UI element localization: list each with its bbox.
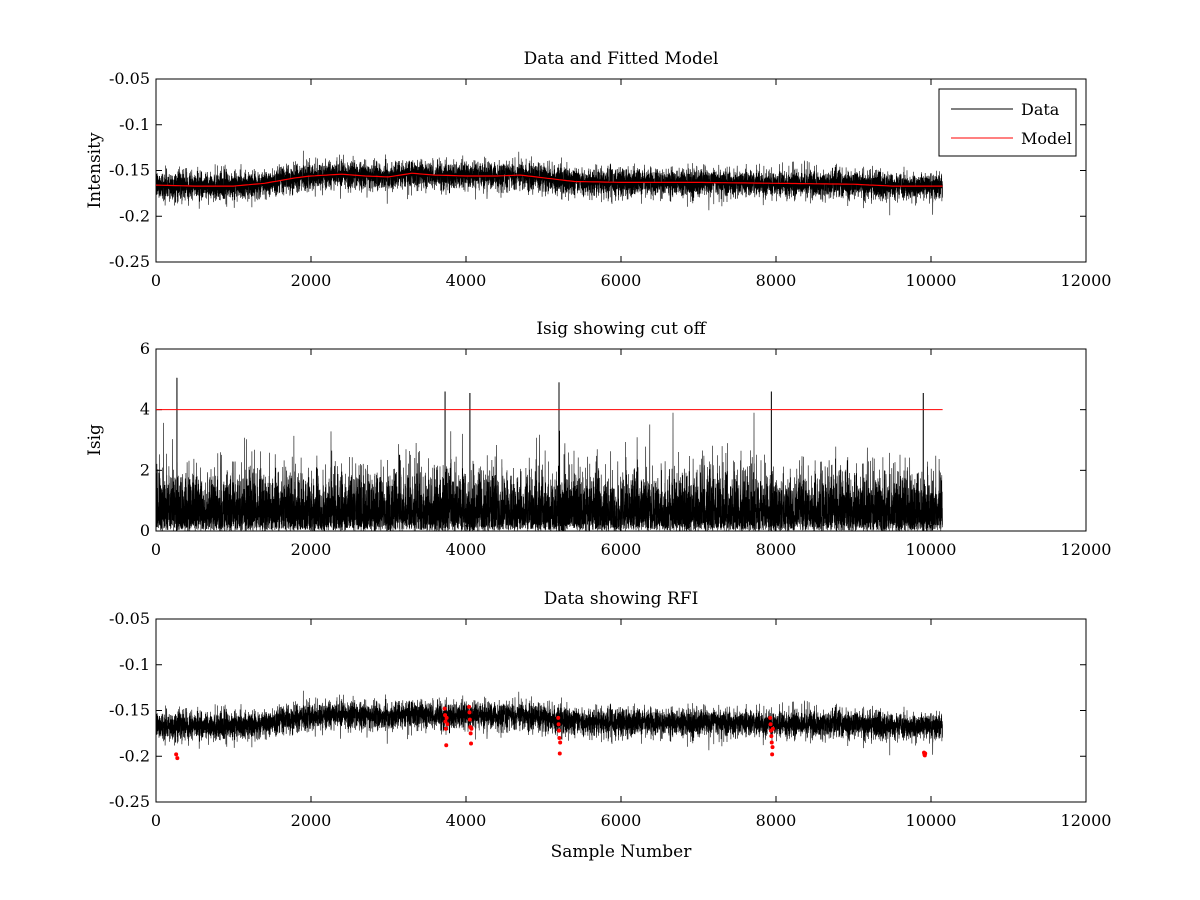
- xtick-label: 4000: [446, 540, 487, 559]
- rfi-point: [556, 722, 561, 727]
- ytick-label: -0.25: [109, 792, 150, 811]
- rfi-point: [469, 726, 474, 731]
- rfi-point: [770, 726, 775, 731]
- xtick-label: 2000: [291, 540, 332, 559]
- ytick-label: -0.05: [109, 609, 150, 628]
- ytick-label: -0.15: [109, 701, 150, 720]
- xtick-label: 10000: [906, 540, 957, 559]
- rfi-point: [444, 743, 449, 748]
- rfi-point: [769, 734, 774, 739]
- rfi-point: [469, 741, 474, 746]
- xtick-label: 8000: [756, 811, 797, 830]
- xtick-label: 6000: [601, 540, 642, 559]
- ytick-label: -0.25: [109, 252, 150, 271]
- xtick-label: 2000: [291, 811, 332, 830]
- ytick-label: 0: [140, 521, 150, 540]
- xtick-label: 12000: [1061, 811, 1112, 830]
- ytick-label: 4: [140, 400, 150, 419]
- xtick-label: 10000: [906, 271, 957, 290]
- legend-label-model: Model: [1021, 129, 1072, 148]
- rfi-point: [442, 706, 447, 711]
- ytick-label: -0.2: [119, 746, 150, 765]
- rfi-point: [443, 726, 448, 731]
- ylabel-top: Intensity: [85, 132, 105, 208]
- ytick-label: -0.2: [119, 206, 150, 225]
- xtick-label: 4000: [446, 811, 487, 830]
- rfi-point: [468, 731, 473, 736]
- ytick-label: -0.1: [119, 115, 150, 134]
- series-isig-line: [156, 377, 943, 531]
- xtick-label: 6000: [601, 271, 642, 290]
- xlabel-bottom: Sample Number: [551, 842, 693, 862]
- xtick-label: 10000: [906, 811, 957, 830]
- rfi-point: [770, 752, 775, 757]
- rfi-point: [768, 715, 773, 720]
- axes-middle: 0 2000 4000 6000 8000 10000 12000 0 2 4 6 Isig show…: [85, 319, 1111, 559]
- ytick-label: 2: [140, 460, 150, 479]
- series-model-line: [155, 172, 943, 187]
- xtick-label: 12000: [1061, 271, 1112, 290]
- xtick-label: 12000: [1061, 540, 1112, 559]
- rfi-point: [769, 740, 774, 745]
- chart-title-middle: Isig showing cut off: [536, 319, 707, 339]
- series-data-line: [156, 150, 943, 216]
- legend-label-data: Data: [1021, 100, 1060, 119]
- axes-top: 0 2000 4000 6000 8000 10000 12000 -0.25 -0.2 -0.1…: [85, 49, 1111, 290]
- xtick-label: 4000: [446, 271, 487, 290]
- rfi-point: [467, 704, 472, 709]
- rfi-point: [175, 756, 180, 761]
- rfi-point: [770, 745, 775, 750]
- ytick-label: 6: [140, 339, 150, 358]
- rfi-point: [556, 715, 561, 720]
- xtick-label: 6000: [601, 811, 642, 830]
- xtick-label: 0: [151, 271, 161, 290]
- ytick-label: -0.1: [119, 655, 150, 674]
- axes-bottom: 0 2000 4000 6000 8000 10000 12000 -0.25 -0.2 -0.1…: [109, 589, 1111, 862]
- rfi-point: [557, 751, 562, 756]
- xtick-label: 0: [151, 540, 161, 559]
- xtick-label: 2000: [291, 271, 332, 290]
- rfi-point: [923, 751, 928, 756]
- rfi-point: [558, 740, 563, 745]
- xtick-label: 8000: [756, 271, 797, 290]
- xtick-label: 8000: [756, 540, 797, 559]
- xtick-label: 0: [151, 811, 161, 830]
- rfi-point: [768, 722, 773, 727]
- chart-title-top: Data and Fitted Model: [524, 49, 719, 69]
- legend-box: [938, 88, 1077, 157]
- series-data-line: [156, 690, 943, 756]
- ytick-label: -0.05: [109, 69, 150, 88]
- ytick-label: -0.15: [109, 161, 150, 180]
- chart-title-bottom: Data showing RFI: [544, 589, 699, 609]
- ylabel-middle: Isig: [85, 424, 105, 456]
- rfi-point: [557, 728, 561, 733]
- rfi-point: [174, 752, 179, 757]
- rfi-point: [557, 735, 562, 740]
- rfi-point: [467, 710, 472, 715]
- legend: Data Model: [938, 88, 1077, 157]
- rfi-point: [444, 715, 449, 720]
- rfi-point: [445, 722, 450, 727]
- rfi-point: [467, 717, 472, 722]
